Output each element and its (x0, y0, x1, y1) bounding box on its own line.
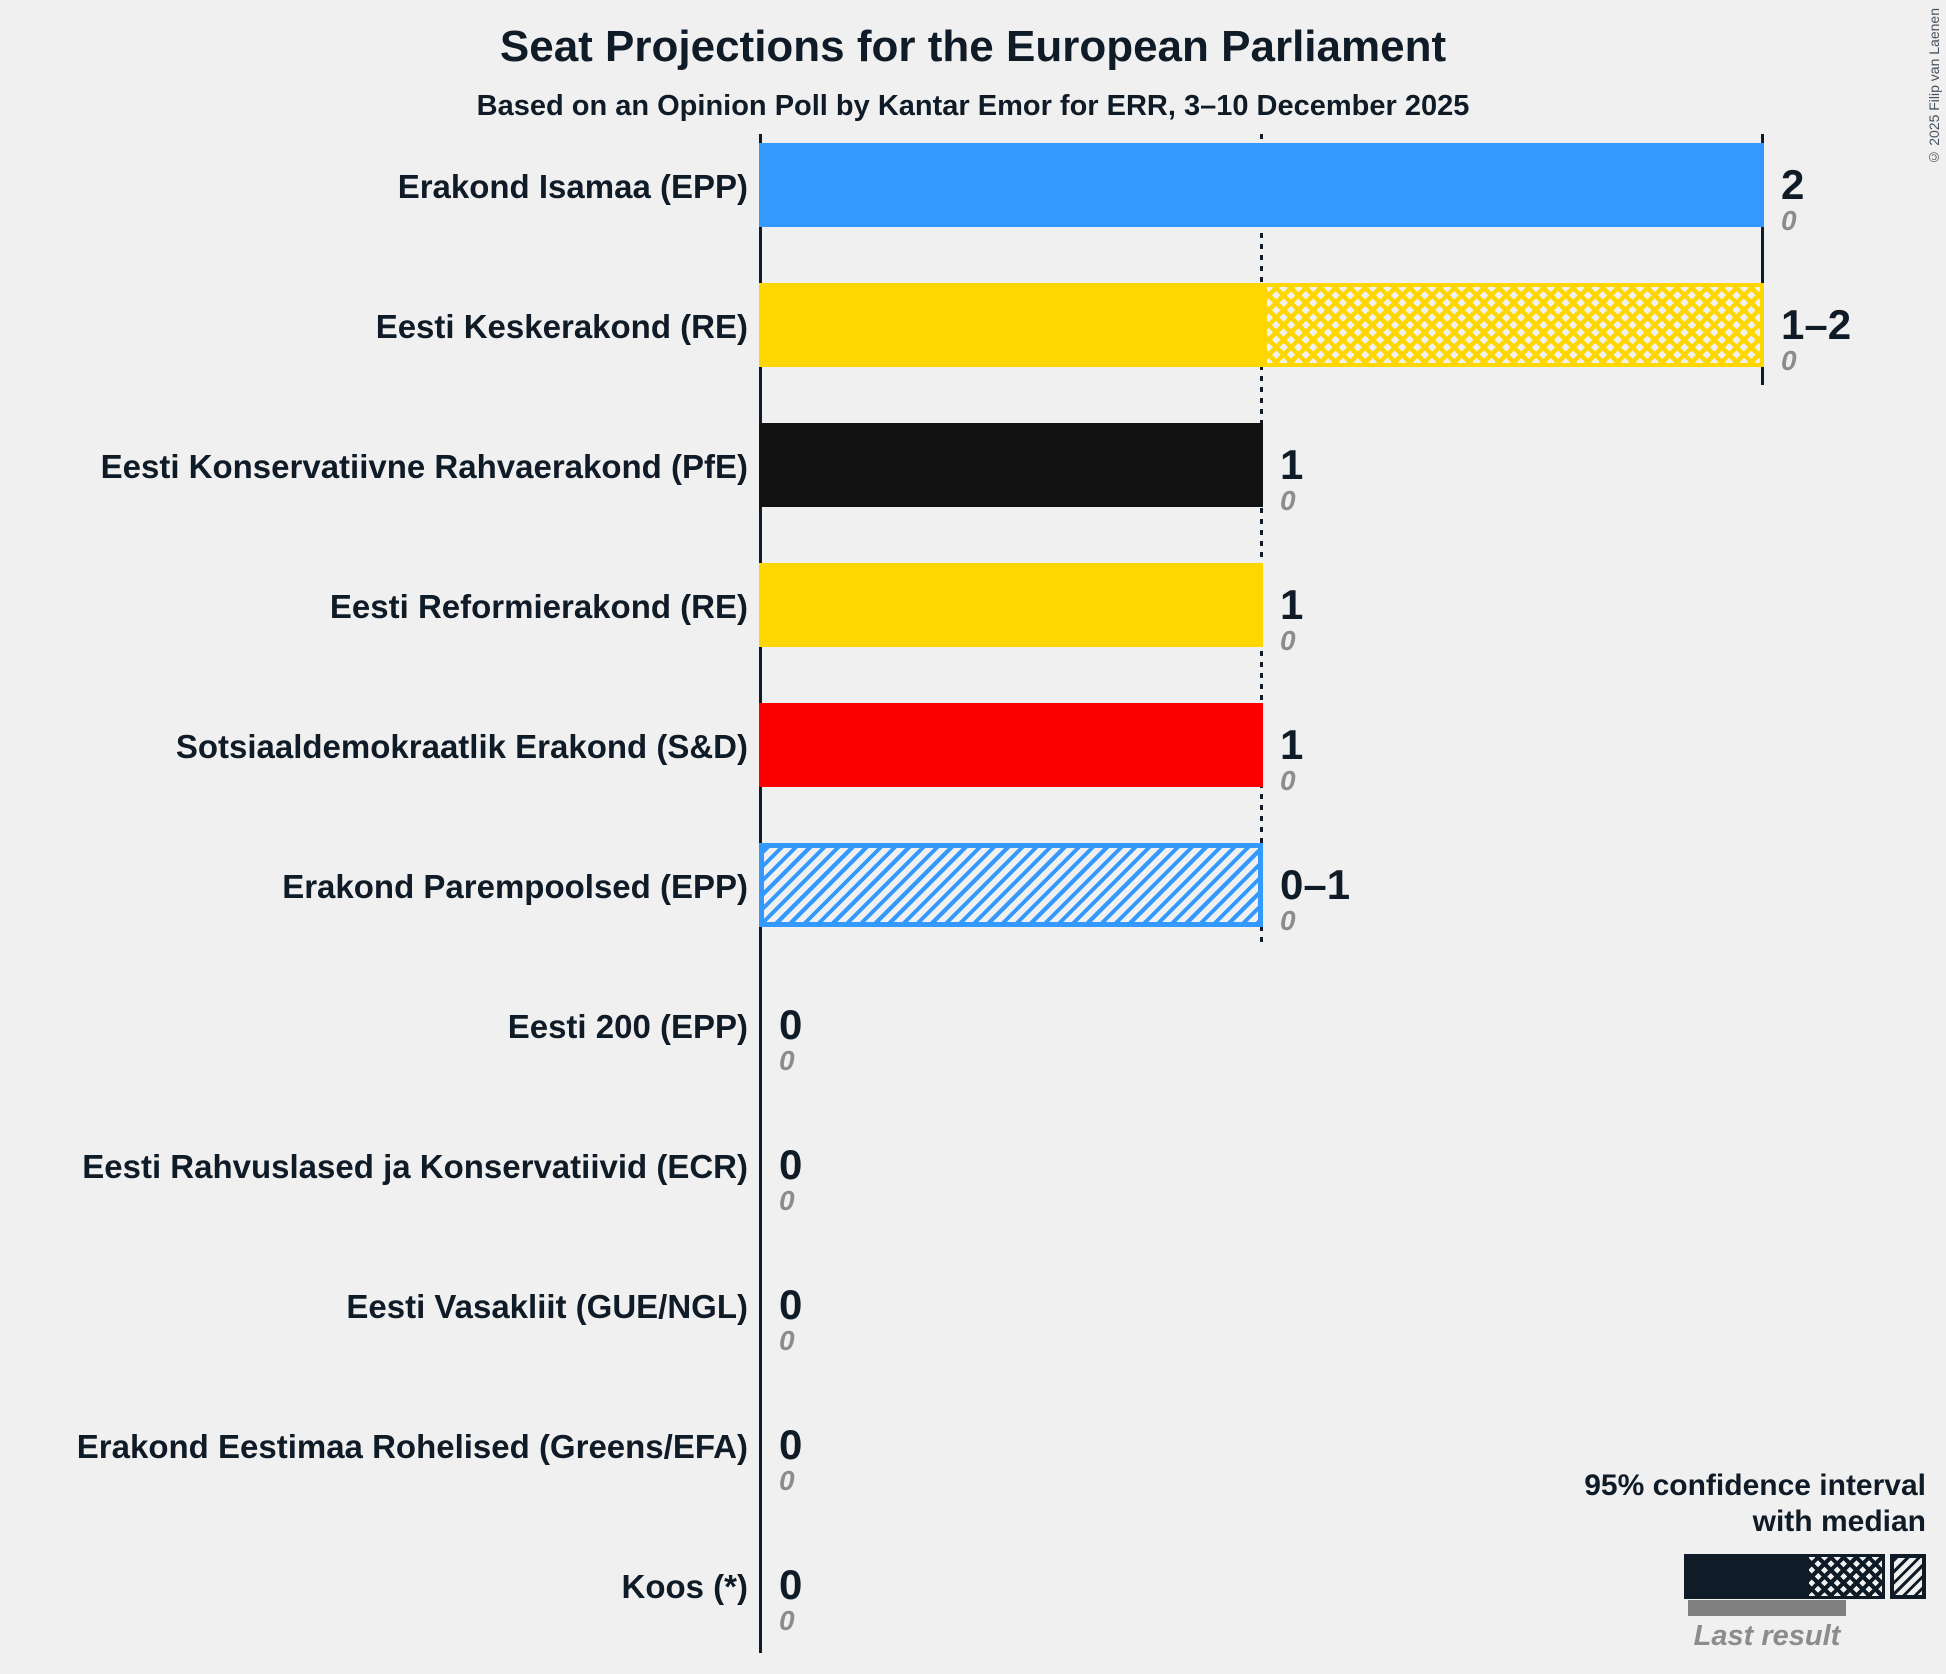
legend-ci-sample-bar (1684, 1554, 1926, 1599)
legend-last-result-bar (1688, 1600, 1846, 1616)
chart-title: Seat Projections for the European Parlia… (499, 22, 1447, 71)
legend-ci-line1: 95% confidence interval (1584, 1469, 1926, 1502)
party-label: Eesti Rahvuslased ja Konservatiivid (ECR… (82, 1148, 748, 1185)
legend-crosshatch-segment (1806, 1554, 1885, 1599)
seat-projection-value: 1–2 (1781, 301, 1852, 348)
party-label: Eesti Reformierakond (RE) (329, 588, 748, 625)
legend-solid-segment (1684, 1554, 1806, 1599)
gridline-seat2 (1761, 134, 1764, 385)
legend-diagonal-segment (1890, 1554, 1926, 1599)
last-result-value: 0 (779, 1465, 795, 1496)
party-label: Erakond Eestimaa Rohelised (Greens/EFA) (76, 1428, 748, 1465)
bar-solid-segment (759, 563, 1263, 647)
seat-projection-value: 1 (1280, 581, 1304, 628)
bar-solid-segment (759, 703, 1263, 787)
last-result-value: 0 (779, 1325, 795, 1356)
seat-projection-value: 0 (779, 1141, 803, 1188)
party-label: Eesti Keskerakond (RE) (375, 308, 748, 345)
last-result-value: 0 (779, 1185, 795, 1216)
chart-subtitle: Based on an Opinion Poll by Kantar Emor … (476, 90, 1470, 122)
seat-projection-value: 0 (779, 1561, 803, 1608)
seat-projection-value: 0 (779, 1001, 803, 1048)
last-result-value: 0 (1781, 205, 1797, 236)
seat-projection-value: 2 (1781, 161, 1805, 208)
last-result-value: 0 (779, 1045, 795, 1076)
last-result-value: 0 (779, 1605, 795, 1636)
seat-projection-value: 1 (1280, 441, 1304, 488)
party-label: Erakond Parempoolsed (EPP) (282, 868, 748, 905)
bar-solid-segment (759, 143, 1764, 227)
party-label: Eesti 200 (EPP) (507, 1008, 748, 1045)
last-result-value: 0 (1280, 905, 1296, 936)
last-result-value: 0 (1280, 765, 1296, 796)
seat-projection-value: 1 (1280, 721, 1304, 768)
legend-ci-line2: with median (1752, 1505, 1926, 1538)
bar-ci-segment (1263, 283, 1764, 367)
bar-solid-segment (759, 283, 1263, 367)
legend-ci-text: 95% confidence interval with median (1584, 1468, 1926, 1540)
party-label: Eesti Konservatiivne Rahvaerakond (PfE) (100, 448, 748, 485)
last-result-value: 0 (1280, 625, 1296, 656)
seat-projection-value: 0–1 (1280, 861, 1351, 908)
party-label: Sotsiaaldemokraatlik Erakond (S&D) (175, 728, 748, 765)
seat-projection-value: 0 (779, 1421, 803, 1468)
legend-last-result-label: Last result (1693, 1620, 1841, 1652)
seat-projection-value: 0 (779, 1281, 803, 1328)
last-result-value: 0 (1280, 485, 1296, 516)
party-label: Erakond Isamaa (EPP) (397, 168, 748, 205)
median-gridline-seat1 (1260, 134, 1263, 945)
party-label: Koos (*) (621, 1568, 749, 1605)
bar-ci-segment (759, 843, 1263, 927)
last-result-value: 0 (1781, 345, 1797, 376)
bar-solid-segment (759, 423, 1263, 507)
party-label: Eesti Vasakliit (GUE/NGL) (346, 1288, 748, 1325)
